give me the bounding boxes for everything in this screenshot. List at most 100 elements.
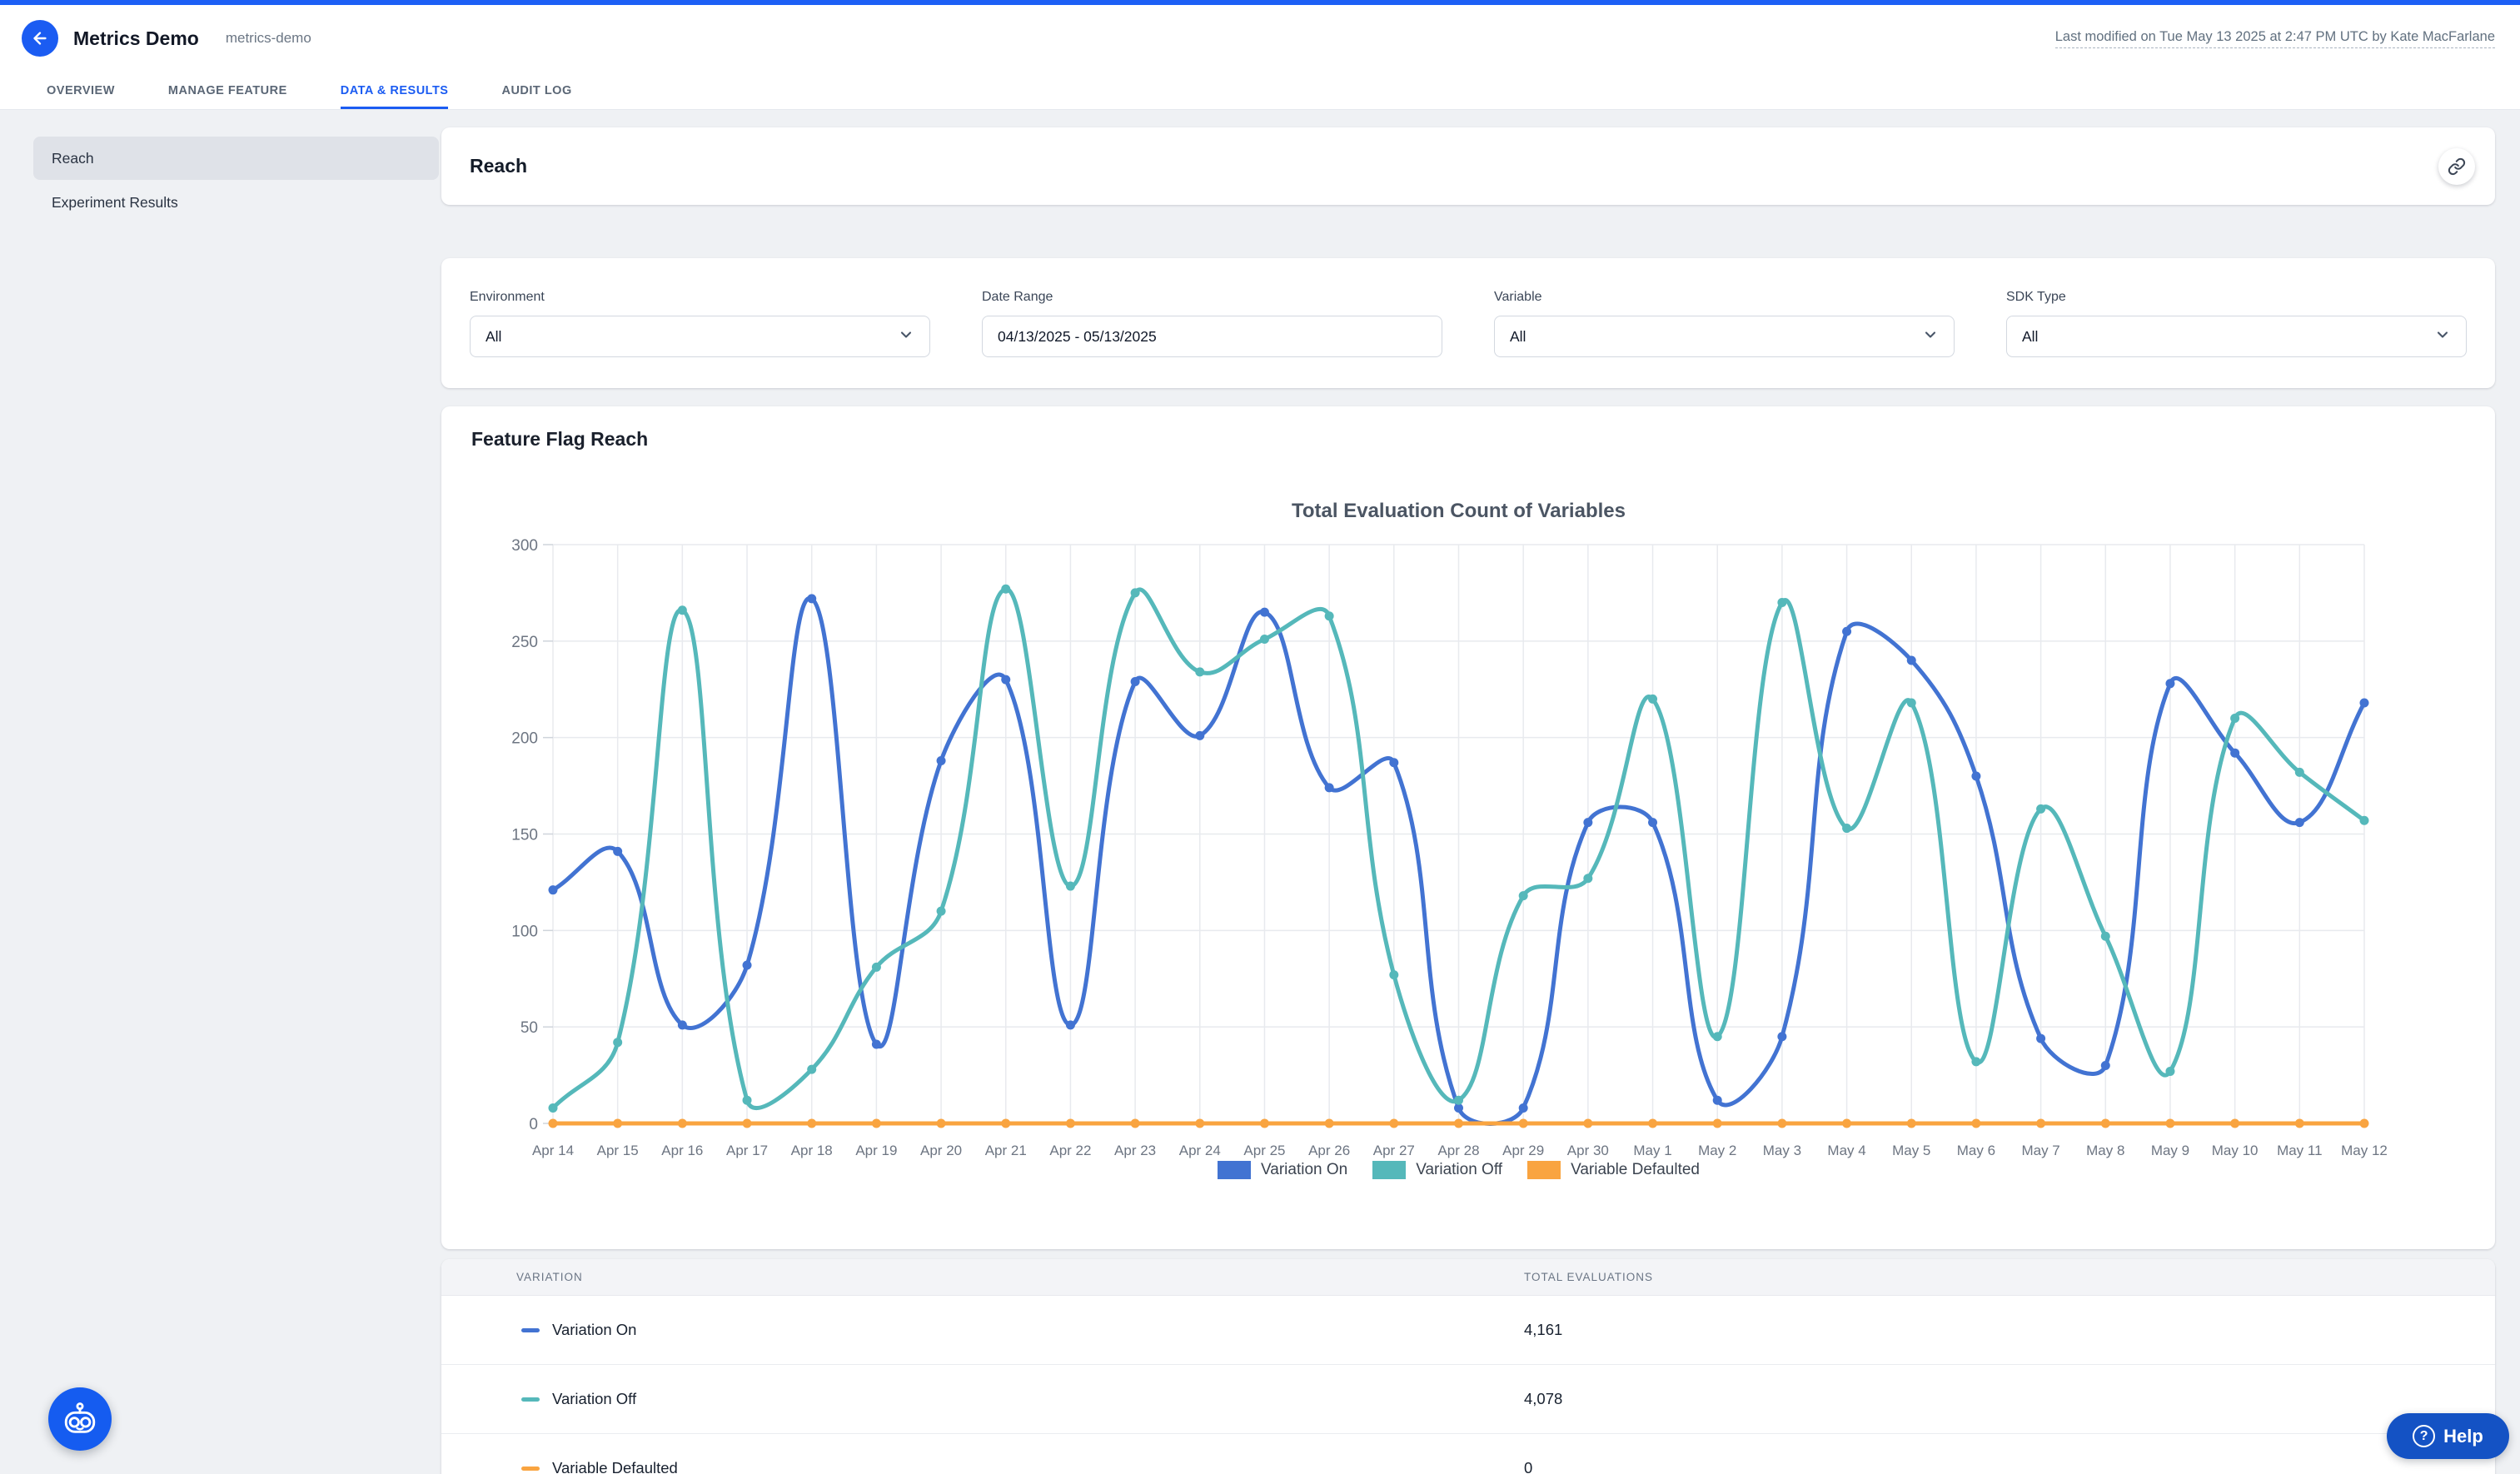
data-point[interactable] xyxy=(937,756,946,765)
data-point[interactable] xyxy=(2295,768,2304,777)
data-point[interactable] xyxy=(1195,1119,1204,1128)
data-point[interactable] xyxy=(2230,749,2239,758)
data-point[interactable] xyxy=(743,1119,752,1128)
data-point[interactable] xyxy=(2101,1119,2110,1128)
date-range-input[interactable]: 04/13/2025 - 05/13/2025 xyxy=(982,316,1442,357)
data-point[interactable] xyxy=(1713,1119,1722,1128)
data-point[interactable] xyxy=(1971,772,1980,781)
tab-overview[interactable]: OVERVIEW xyxy=(47,72,115,109)
data-point[interactable] xyxy=(678,1119,687,1128)
data-point[interactable] xyxy=(1260,1119,1269,1128)
data-point[interactable] xyxy=(1454,1096,1463,1105)
data-point[interactable] xyxy=(1583,1119,1592,1128)
data-point[interactable] xyxy=(743,961,752,970)
data-point[interactable] xyxy=(1583,818,1592,827)
data-point[interactable] xyxy=(1648,695,1657,704)
data-point[interactable] xyxy=(807,1119,816,1128)
data-point[interactable] xyxy=(1777,1032,1786,1041)
data-point[interactable] xyxy=(1131,677,1140,686)
data-point[interactable] xyxy=(1777,1119,1786,1128)
legend-item-variation-off[interactable]: Variation Off xyxy=(1372,1161,1502,1179)
data-point[interactable] xyxy=(2360,1119,2369,1128)
data-point[interactable] xyxy=(1325,1119,1334,1128)
data-point[interactable] xyxy=(2295,1119,2304,1128)
data-point[interactable] xyxy=(2101,932,2110,941)
data-point[interactable] xyxy=(1971,1057,1980,1066)
data-point[interactable] xyxy=(678,1020,687,1029)
data-point[interactable] xyxy=(1131,588,1140,597)
data-point[interactable] xyxy=(1971,1119,1980,1128)
data-point[interactable] xyxy=(549,1119,558,1128)
help-button[interactable]: ? Help xyxy=(2387,1413,2509,1459)
back-button[interactable] xyxy=(22,20,58,57)
data-point[interactable] xyxy=(1389,1119,1398,1128)
environment-select[interactable]: All xyxy=(470,316,930,357)
data-point[interactable] xyxy=(2230,714,2239,723)
data-point[interactable] xyxy=(1777,598,1786,607)
data-point[interactable] xyxy=(807,594,816,603)
data-point[interactable] xyxy=(1713,1096,1722,1105)
data-point[interactable] xyxy=(2360,816,2369,825)
data-point[interactable] xyxy=(807,1065,816,1074)
data-point[interactable] xyxy=(937,907,946,916)
data-point[interactable] xyxy=(1001,675,1010,685)
data-point[interactable] xyxy=(1583,874,1592,883)
sdk-type-select[interactable]: All xyxy=(2006,316,2467,357)
assistant-robot-button[interactable] xyxy=(48,1387,112,1451)
data-point[interactable] xyxy=(1195,731,1204,740)
data-point[interactable] xyxy=(2165,679,2174,688)
data-point[interactable] xyxy=(2230,1119,2239,1128)
data-point[interactable] xyxy=(549,1103,558,1113)
data-point[interactable] xyxy=(2036,1119,2045,1128)
data-point[interactable] xyxy=(937,1119,946,1128)
tab-audit-log[interactable]: AUDIT LOG xyxy=(501,72,571,109)
data-point[interactable] xyxy=(2360,698,2369,707)
data-point[interactable] xyxy=(2036,804,2045,814)
data-point[interactable] xyxy=(1842,627,1851,636)
data-point[interactable] xyxy=(1907,1119,1916,1128)
data-point[interactable] xyxy=(1648,1119,1657,1128)
data-point[interactable] xyxy=(1842,1119,1851,1128)
data-point[interactable] xyxy=(872,1119,881,1128)
data-point[interactable] xyxy=(1454,1119,1463,1128)
data-point[interactable] xyxy=(613,1038,622,1047)
data-point[interactable] xyxy=(1066,1020,1075,1029)
data-point[interactable] xyxy=(872,1040,881,1049)
legend-item-variation-on[interactable]: Variation On xyxy=(1218,1161,1347,1179)
data-point[interactable] xyxy=(1648,818,1657,827)
data-point[interactable] xyxy=(1260,608,1269,617)
data-point[interactable] xyxy=(2165,1067,2174,1076)
data-point[interactable] xyxy=(1001,585,1010,594)
tab-manage-feature[interactable]: MANAGE FEATURE xyxy=(168,72,287,109)
data-point[interactable] xyxy=(1842,824,1851,833)
data-point[interactable] xyxy=(1260,635,1269,644)
data-point[interactable] xyxy=(1066,1119,1075,1128)
data-point[interactable] xyxy=(1519,891,1528,900)
data-point[interactable] xyxy=(1389,758,1398,767)
data-point[interactable] xyxy=(1131,1119,1140,1128)
data-point[interactable] xyxy=(1325,783,1334,792)
data-point[interactable] xyxy=(743,1096,752,1105)
data-point[interactable] xyxy=(872,963,881,972)
data-point[interactable] xyxy=(2036,1034,2045,1043)
data-point[interactable] xyxy=(2165,1119,2174,1128)
data-point[interactable] xyxy=(2295,818,2304,827)
data-point[interactable] xyxy=(613,1119,622,1128)
data-point[interactable] xyxy=(2101,1061,2110,1070)
data-point[interactable] xyxy=(1001,1119,1010,1128)
variable-select[interactable]: All xyxy=(1494,316,1955,357)
data-point[interactable] xyxy=(613,847,622,856)
data-point[interactable] xyxy=(1389,970,1398,979)
data-point[interactable] xyxy=(1066,882,1075,891)
data-point[interactable] xyxy=(1713,1032,1722,1041)
data-point[interactable] xyxy=(1325,611,1334,620)
data-point[interactable] xyxy=(549,885,558,894)
tab-data-results[interactable]: DATA & RESULTS xyxy=(341,72,449,109)
copy-link-button[interactable] xyxy=(2438,148,2475,185)
data-point[interactable] xyxy=(1907,698,1916,707)
data-point[interactable] xyxy=(1519,1119,1528,1128)
sidebar-item-experiment-results[interactable]: Experiment Results xyxy=(33,181,439,224)
data-point[interactable] xyxy=(678,605,687,615)
data-point[interactable] xyxy=(1519,1103,1528,1113)
data-point[interactable] xyxy=(1195,667,1204,676)
